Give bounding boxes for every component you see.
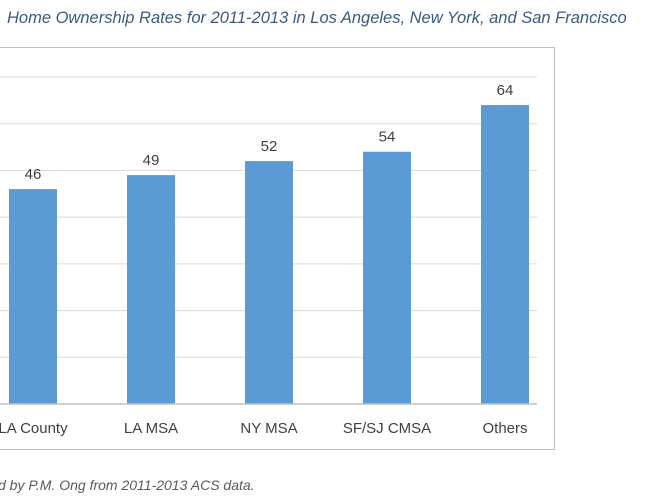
- source-note: d by P.M. Ong from 2011-2013 ACS data.: [0, 477, 255, 493]
- bar: [9, 189, 57, 404]
- x-tick-label: Others: [482, 420, 527, 437]
- chart-title: Home Ownership Rates for 2011-2013 in Lo…: [7, 9, 627, 27]
- x-tick-label: NY MSA: [240, 420, 297, 437]
- data-label: 64: [497, 82, 514, 99]
- data-label: 52: [261, 138, 278, 155]
- data-label: 46: [25, 166, 42, 183]
- bar: [363, 151, 411, 404]
- chart-frame: [0, 47, 555, 450]
- data-label: 49: [143, 152, 160, 169]
- x-tick-label: LA County: [0, 420, 68, 437]
- x-tick-label: LA MSA: [124, 420, 178, 437]
- x-tick-label: SF/SJ CMSA: [343, 420, 431, 437]
- bar: [245, 161, 293, 404]
- bar: [481, 105, 529, 405]
- data-label: 54: [379, 129, 396, 146]
- bar: [127, 175, 175, 404]
